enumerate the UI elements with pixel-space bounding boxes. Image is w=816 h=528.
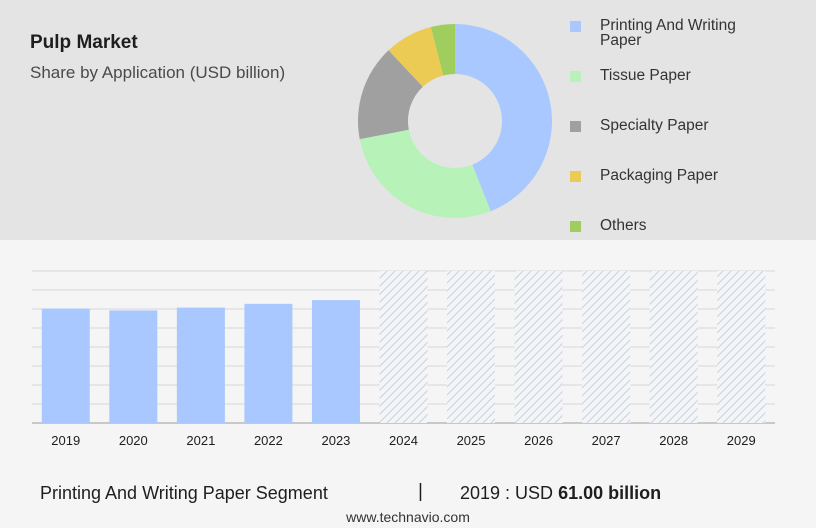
legend-swatch — [570, 21, 581, 32]
footer-value-block: 2019 : USD 61.00 billion — [460, 483, 661, 504]
bar-chart: 2019 2020 2021 2022 2023 2024 2025 2026 2027 2028… — [32, 270, 775, 448]
bar-2020 — [109, 310, 158, 423]
website-link[interactable]: www.technavio.com — [346, 509, 470, 525]
bar-2023 — [311, 300, 360, 423]
forecast-bar-2027 — [582, 271, 631, 423]
donut-slice-2 — [358, 50, 423, 140]
forecast-bar-2026 — [514, 271, 563, 423]
legend-swatch — [570, 221, 581, 232]
legend-swatch — [570, 171, 581, 182]
footer-value: 61.00 billion — [558, 483, 662, 503]
footer-separator: | — [418, 481, 423, 502]
bar-2021 — [176, 307, 225, 423]
chart-title: Pulp Market — [30, 32, 138, 53]
forecast-bar-2029 — [717, 271, 766, 423]
donut-slice-3 — [388, 27, 444, 87]
chart-subtitle: Share by Application (USD billion) — [30, 63, 286, 82]
x-tick-label: 2020 — [119, 433, 148, 448]
forecast-bar-2028 — [649, 271, 698, 423]
legend-label: Tissue Paper — [600, 67, 691, 84]
legend-swatch — [570, 121, 581, 132]
legend-label: Packaging Paper — [600, 167, 719, 184]
bar-2022 — [244, 303, 293, 423]
donut-slice-1 — [359, 129, 491, 218]
legend-label: Printing And Writing Paper — [600, 17, 736, 49]
x-tick-label: 2019 — [51, 433, 80, 448]
legend-label: Specialty Paper — [600, 117, 709, 134]
footer-segment-label: Printing And Writing Paper Segment — [40, 483, 328, 503]
x-tick-label: 2027 — [592, 433, 621, 448]
forecast-bar-2025 — [447, 271, 496, 423]
x-tick-label: 2029 — [727, 433, 756, 448]
forecast-bar-2024 — [379, 271, 428, 423]
x-tick-label: 2022 — [254, 433, 283, 448]
x-tick-label: 2023 — [321, 433, 350, 448]
x-tick-label: 2026 — [524, 433, 553, 448]
footer-year-label: 2019 : USD — [460, 483, 554, 503]
donut-slice-0 — [455, 24, 552, 212]
x-tick-label: 2021 — [186, 433, 215, 448]
legend-swatch — [570, 71, 581, 82]
donut-chart — [358, 24, 552, 218]
legend-label: Others — [600, 217, 647, 234]
x-tick-label: 2025 — [457, 433, 486, 448]
donut-slice-4 — [430, 24, 455, 76]
x-tick-label: 2024 — [389, 433, 418, 448]
x-tick-label: 2028 — [659, 433, 688, 448]
bar-2019 — [41, 308, 90, 423]
